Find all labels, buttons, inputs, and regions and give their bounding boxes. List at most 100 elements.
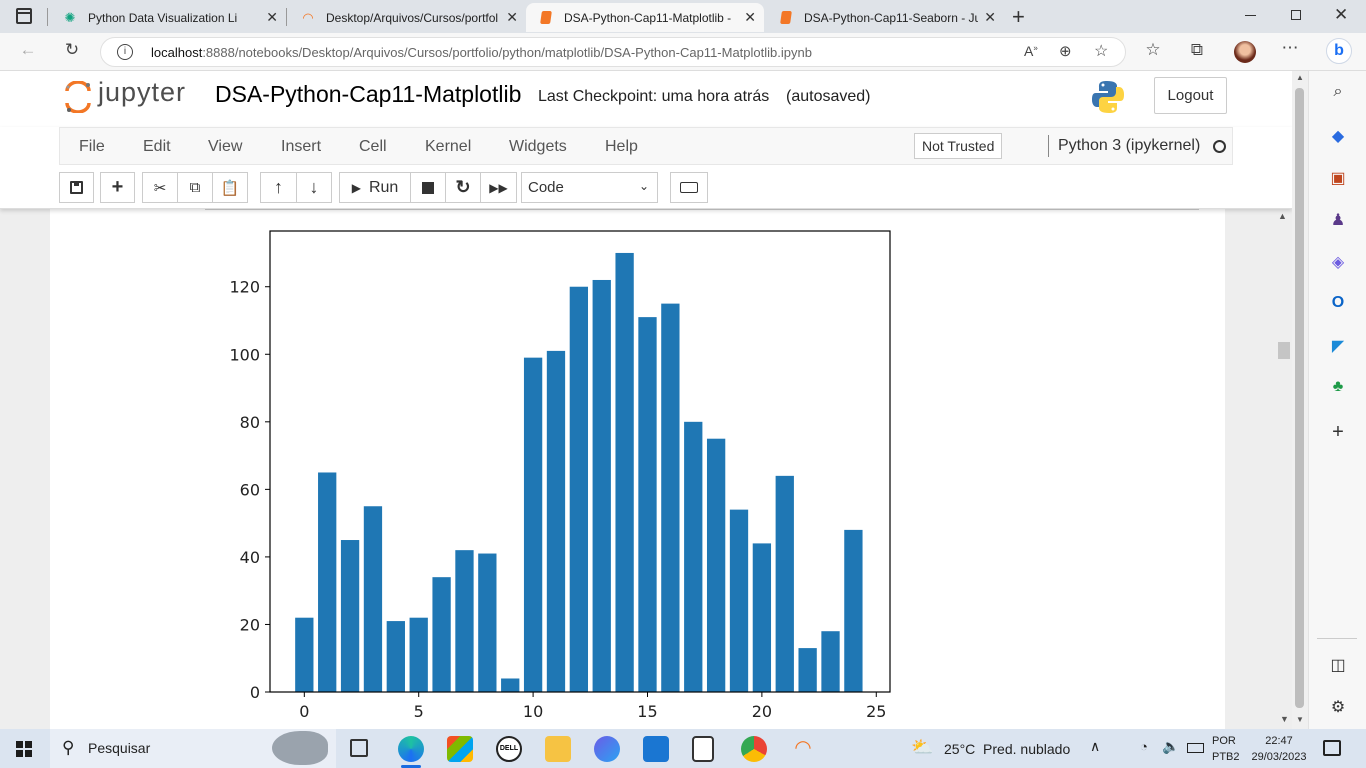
chart-bar — [752, 543, 772, 692]
weather-icon: ⛅ — [911, 737, 934, 757]
split-screen-icon[interactable]: ◫ — [1330, 657, 1346, 674]
tab-actions-icon[interactable] — [16, 8, 32, 24]
cell-type-value: Code — [528, 179, 564, 196]
collections-icon[interactable]: ⧉ — [1190, 40, 1204, 59]
chart-bar — [455, 550, 474, 692]
show-hidden-icons-icon[interactable]: ∧ — [1090, 738, 1101, 754]
jupyter-logo-icon[interactable] — [64, 80, 92, 114]
page-scroll-thumb[interactable] — [1295, 88, 1304, 708]
games-icon[interactable]: ♟ — [1330, 212, 1346, 229]
browser-tab[interactable]: DSA-Python-Cap11-Seaborn - Ju ✕ — [766, 3, 1004, 32]
interrupt-button[interactable] — [410, 172, 446, 203]
minimize-icon[interactable] — [1245, 15, 1256, 16]
restart-run-all-button[interactable]: ▶▶ — [480, 172, 517, 203]
weather-status[interactable]: 25°C Pred. nublado — [944, 741, 1071, 757]
close-tab-icon[interactable]: ✕ — [506, 9, 518, 25]
settings-icon[interactable]: ⚙ — [1330, 699, 1346, 716]
arrow-down-icon: ↓ — [309, 177, 319, 197]
store-app-icon[interactable] — [447, 736, 473, 762]
add-favorite-icon[interactable]: ☆ — [1094, 43, 1109, 60]
outlook-icon[interactable]: O — [1331, 294, 1345, 311]
add-icon[interactable]: + — [1332, 421, 1344, 443]
menu-view[interactable]: View — [208, 138, 243, 155]
python-logo-icon — [1091, 80, 1125, 114]
browser-tab[interactable]: ◠ Desktop/Arquivos/Cursos/portfolio ✕ — [288, 3, 526, 32]
zoom-icon[interactable]: ⊕ — [1059, 43, 1072, 60]
clock[interactable]: 22:47 29/03/2023 — [1250, 733, 1308, 765]
page-scrollbar[interactable]: ▲ ▼ ▼ — [1278, 71, 1308, 729]
browser-tab-active[interactable]: DSA-Python-Cap11-Matplotlib - ✕ — [526, 3, 764, 32]
search-icon[interactable]: ⌕ — [1333, 83, 1343, 100]
mail-app-icon[interactable] — [643, 736, 669, 762]
logout-button[interactable]: Logout — [1154, 77, 1227, 114]
task-view-icon[interactable] — [350, 739, 368, 757]
command-palette-button[interactable] — [670, 172, 708, 203]
chrome-app-icon[interactable] — [741, 736, 767, 762]
back-icon[interactable]: ← — [19, 40, 37, 59]
scroll-down-icon[interactable]: ▼ — [1296, 715, 1304, 724]
close-tab-icon[interactable]: ✕ — [984, 9, 996, 25]
menu-help[interactable]: Help — [605, 138, 638, 155]
language-indicator[interactable]: POR PTB2 — [1212, 733, 1240, 765]
insert-cell-button[interactable]: + — [100, 172, 135, 203]
kernel-idle-indicator-icon — [1213, 140, 1226, 153]
send-icon[interactable]: ◤ — [1331, 338, 1345, 355]
menu-insert[interactable]: Insert — [281, 138, 322, 155]
tools-icon[interactable]: ▣ — [1330, 170, 1346, 187]
save-button[interactable] — [59, 172, 94, 203]
shopping-icon[interactable]: ◆ — [1331, 128, 1345, 145]
notebook-scroll-up-icon[interactable]: ▲ — [1278, 211, 1287, 221]
close-tab-icon[interactable]: ✕ — [744, 9, 756, 25]
more-options-icon[interactable]: ⋯ — [1281, 38, 1299, 57]
kernel-name[interactable]: Python 3 (ipykernel) — [1058, 137, 1201, 154]
menu-file[interactable]: File — [79, 138, 105, 155]
notebook-scroll-down-icon[interactable]: ▼ — [1280, 714, 1289, 724]
menu-widgets[interactable]: Widgets — [509, 138, 567, 155]
cut-button[interactable]: ✂ — [142, 172, 178, 203]
paste-button[interactable]: 📋 — [212, 172, 248, 203]
browser-tab[interactable]: ✺ Python Data Visualization Library ✕ — [50, 3, 286, 32]
move-down-button[interactable]: ↓ — [296, 172, 332, 203]
close-tab-icon[interactable]: ✕ — [266, 9, 278, 25]
dell-app-icon[interactable]: DELL — [496, 736, 522, 762]
address-bar[interactable]: i localhost:8888/notebooks/Desktop/Arqui… — [100, 37, 1126, 67]
jupyter-app-icon[interactable]: ◠ — [794, 737, 812, 759]
network-icon[interactable]: ◔ — [1140, 739, 1148, 754]
not-trusted-button[interactable]: Not Trusted — [914, 133, 1003, 159]
battery-icon[interactable] — [1187, 743, 1204, 753]
edge-app-icon[interactable] — [398, 736, 424, 762]
profile-avatar[interactable] — [1234, 41, 1256, 63]
read-aloud-icon[interactable]: A» — [1024, 43, 1038, 59]
restart-button[interactable]: ↻ — [445, 172, 481, 203]
tree-icon[interactable]: ♣ — [1332, 378, 1344, 395]
windows-start-icon[interactable] — [16, 741, 32, 757]
run-button[interactable]: ▶ Run — [339, 172, 411, 203]
copy-button[interactable]: ⧉ — [177, 172, 213, 203]
scroll-up-icon[interactable]: ▲ — [1296, 73, 1304, 82]
bing-chat-icon[interactable]: b — [1326, 38, 1352, 64]
microsoft365-icon[interactable]: ◈ — [1331, 254, 1345, 271]
site-info-icon[interactable]: i — [117, 44, 133, 60]
autosave-status: (autosaved) — [786, 88, 871, 105]
notepad-app-icon[interactable] — [692, 736, 714, 762]
move-up-button[interactable]: ↑ — [260, 172, 297, 203]
menu-kernel[interactable]: Kernel — [425, 138, 472, 155]
notebook-container: 0 20 40 60 80 100 120 0 5 10 15 20 25 ▲ — [50, 209, 1287, 729]
notebook-scroll-thumb[interactable] — [1278, 342, 1290, 359]
favorites-icon[interactable]: ☆ — [1145, 40, 1161, 59]
new-tab-icon[interactable]: + — [1012, 4, 1025, 29]
chart-bar — [775, 475, 794, 692]
restore-icon[interactable] — [1291, 10, 1301, 20]
reload-icon[interactable]: ↻ — [64, 40, 80, 59]
taskbar-search-box[interactable]: ⚲ Pesquisar — [50, 729, 336, 768]
menu-cell[interactable]: Cell — [359, 138, 387, 155]
x-tick-label: 20 — [752, 702, 772, 721]
cell-type-select[interactable]: Code ⌄ — [521, 172, 658, 203]
volume-icon[interactable]: 🔈 — [1162, 738, 1180, 754]
file-explorer-icon[interactable] — [545, 736, 571, 762]
menu-edit[interactable]: Edit — [143, 138, 171, 155]
notification-icon[interactable] — [1323, 740, 1341, 756]
copilot-app-icon[interactable] — [594, 736, 620, 762]
notebook-title[interactable]: DSA-Python-Cap11-Matplotlib — [215, 81, 522, 107]
close-window-icon[interactable]: ✕ — [1334, 5, 1349, 24]
